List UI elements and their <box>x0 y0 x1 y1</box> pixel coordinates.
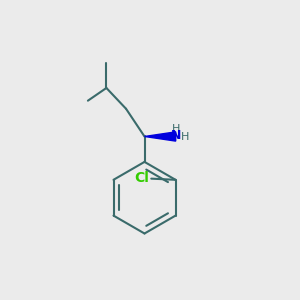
Polygon shape <box>145 132 176 141</box>
Text: H: H <box>181 132 189 142</box>
Text: H: H <box>172 124 180 134</box>
Text: Cl: Cl <box>134 171 149 185</box>
Text: N: N <box>171 129 181 142</box>
